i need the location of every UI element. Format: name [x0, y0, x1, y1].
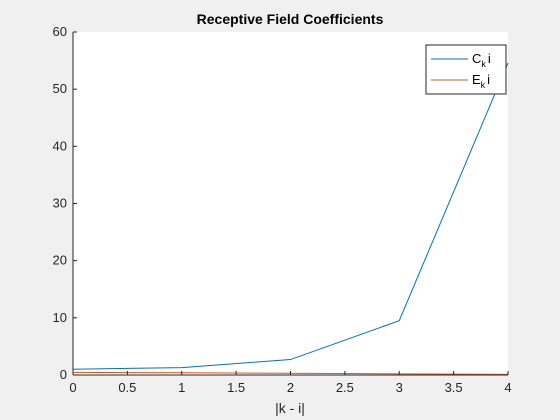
- x-ticks: 0 0.5 1 1.5 2 2.5 3 3.5 4: [69, 371, 512, 395]
- x-axis-label: |k - i|: [275, 400, 305, 416]
- legend-label-1: Ek i: [472, 72, 490, 90]
- x-tick-label: 4: [504, 380, 511, 395]
- series-line-0: [72, 62, 509, 370]
- x-tick-label: 1: [178, 380, 185, 395]
- y-tick-label: 50: [53, 81, 67, 96]
- y-tick-label: 10: [53, 310, 67, 325]
- y-tick-label: 30: [53, 196, 67, 211]
- y-tick-label: 40: [53, 138, 67, 153]
- y-tick-label: 60: [53, 24, 67, 39]
- y-ticks: 0 10 20 30 40 50 60: [53, 24, 77, 382]
- y-tick-label: 0: [60, 367, 67, 382]
- y-tick-label: 20: [53, 253, 67, 268]
- x-tick-label: 3.5: [445, 380, 463, 395]
- legend-box: [425, 44, 507, 95]
- x-tick-label: 0: [69, 380, 76, 395]
- x-tick-label: 0.5: [118, 380, 136, 395]
- chart-title: Receptive Field Coefficients: [197, 11, 384, 27]
- x-tick-label: 2.5: [336, 380, 354, 395]
- x-tick-label: 2: [287, 380, 294, 395]
- legend-label-0: Ck i: [472, 51, 491, 69]
- x-tick-label: 3: [396, 380, 403, 395]
- legend: Ck i Ek i: [425, 44, 507, 95]
- x-tick-label: 1.5: [227, 380, 245, 395]
